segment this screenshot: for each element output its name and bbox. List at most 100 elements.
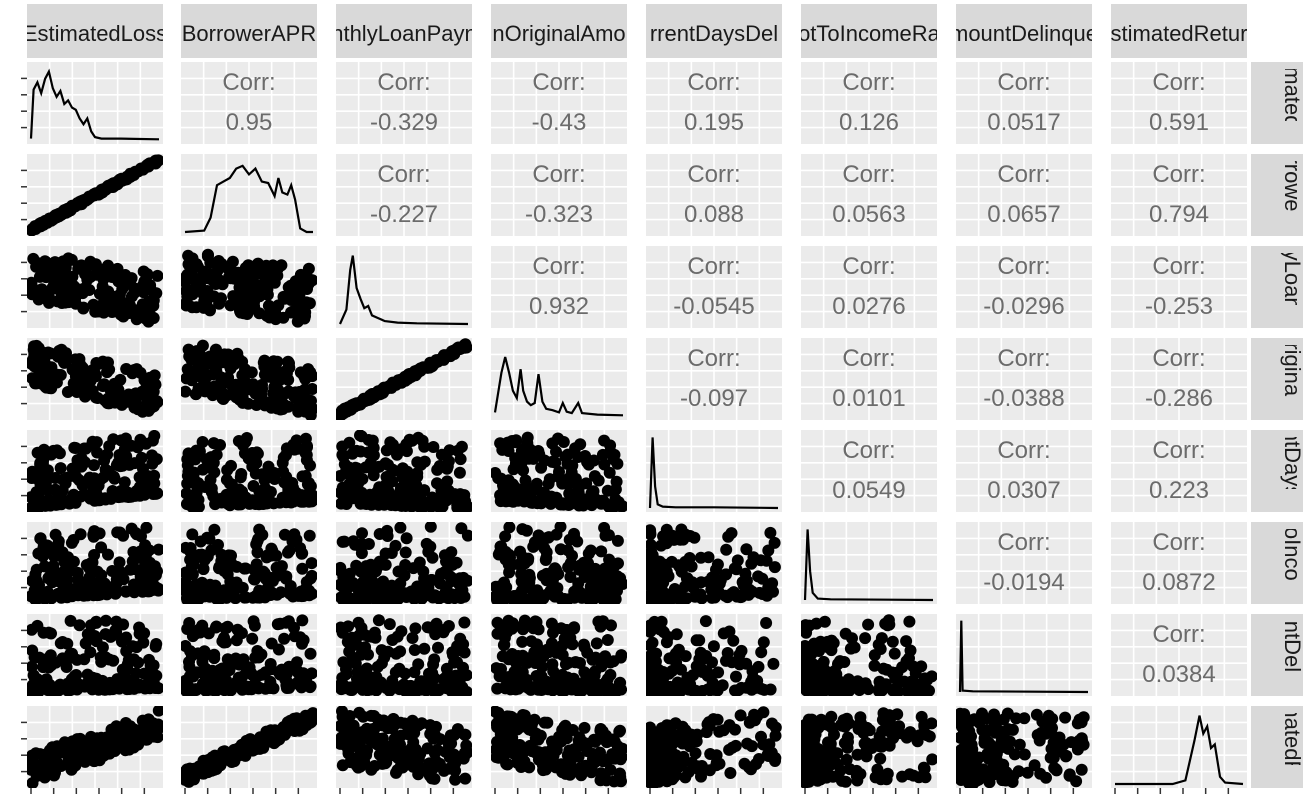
- scatter-point: [293, 724, 306, 737]
- scatter-point: [538, 750, 551, 763]
- scatter-point: [720, 568, 733, 581]
- scatter-point: [386, 438, 399, 451]
- scatter-point: [130, 363, 143, 376]
- scatter-point: [493, 718, 506, 731]
- panel-r6-c7: Corr:-0.0194: [956, 522, 1092, 604]
- panel-r5-c2: [181, 430, 317, 512]
- scatter-point: [73, 379, 86, 392]
- column-strip-label: rrentDaysDel: [650, 21, 778, 46]
- scatter-point: [827, 747, 840, 760]
- scatter-point: [694, 588, 707, 601]
- scatter-point: [108, 472, 121, 485]
- scatter-point: [530, 670, 543, 682]
- scatter-point: [917, 761, 930, 774]
- corr-label: Corr:: [842, 345, 895, 372]
- scatter-point: [92, 479, 105, 492]
- scatter-point: [250, 267, 263, 280]
- scatter-point: [273, 564, 286, 576]
- panel-r2-c3: Corr:-0.227: [336, 154, 472, 236]
- scatter-point: [517, 619, 530, 632]
- scatter-point: [264, 677, 277, 690]
- panel-r4-c7: Corr:-0.0388: [956, 338, 1092, 420]
- scatter-points: [646, 523, 781, 604]
- scatter-points: [336, 522, 472, 604]
- scatter-point: [717, 627, 730, 640]
- scatter-point: [424, 621, 437, 634]
- scatter-point: [354, 445, 367, 458]
- panel-r3-c1: [21, 246, 163, 328]
- scatter-point: [261, 283, 274, 296]
- scatter-point: [376, 757, 389, 770]
- scatter-point: [846, 632, 858, 645]
- scatter-point: [31, 673, 44, 686]
- scatter-point: [251, 447, 264, 460]
- scatter-point: [353, 758, 366, 771]
- scatter-point: [736, 576, 749, 589]
- scatter-point: [192, 593, 205, 604]
- scatter-point: [75, 259, 88, 272]
- scatter-point: [453, 466, 466, 479]
- scatter-point: [133, 621, 146, 634]
- scatter-point: [56, 652, 69, 665]
- panel-r2-c6: Corr:0.0563: [801, 154, 937, 236]
- scatter-point: [152, 706, 163, 717]
- scatter-point: [248, 300, 261, 313]
- scatter-point: [547, 626, 559, 639]
- scatter-point: [665, 555, 678, 568]
- scatter-point: [203, 590, 216, 603]
- scatter-point: [745, 683, 758, 696]
- scatter-point: [116, 283, 129, 295]
- scatter-point: [360, 662, 373, 675]
- scatter-point: [375, 582, 387, 595]
- scatter-point: [442, 620, 455, 632]
- scatter-point: [54, 369, 67, 381]
- scatter-point: [578, 571, 591, 583]
- scatter-point: [686, 576, 699, 589]
- scatter-point: [601, 634, 614, 646]
- scatter-point: [595, 545, 608, 558]
- scatter-point: [508, 681, 521, 693]
- scatter-point: [896, 770, 909, 783]
- scatter-point: [96, 679, 109, 692]
- scatter-point: [869, 771, 882, 784]
- scatter-point: [753, 586, 766, 599]
- scatter-point: [599, 529, 612, 542]
- scatter-point: [288, 621, 300, 634]
- scatter-point: [873, 740, 886, 753]
- scatter-point: [646, 545, 658, 558]
- scatter-point: [413, 485, 426, 498]
- scatter-point: [96, 380, 109, 392]
- scatter-point: [554, 522, 567, 533]
- row-strip-1: matedL: [1251, 62, 1305, 144]
- scatter-point: [710, 756, 723, 769]
- scatter-point: [458, 616, 471, 629]
- scatter-point: [251, 649, 264, 662]
- scatter-point: [99, 740, 112, 752]
- scatter-point: [284, 492, 297, 505]
- scatter-point: [444, 350, 457, 363]
- scatter-point: [63, 584, 76, 597]
- scatter-points: [27, 339, 163, 418]
- scatter-point: [336, 720, 347, 733]
- scatter-point: [614, 724, 626, 737]
- scatter-point: [336, 535, 349, 548]
- panel-r1-c8: Corr:0.591: [1111, 62, 1247, 144]
- scatter-point: [278, 632, 291, 645]
- scatter-point: [216, 278, 229, 291]
- scatter-point: [124, 170, 137, 183]
- scatter-point: [646, 526, 657, 539]
- scatter-point: [181, 623, 194, 635]
- scatter-point: [143, 653, 155, 666]
- scatter-point: [68, 670, 81, 683]
- scatter-points: [27, 430, 163, 512]
- corr-value: 0.0101: [832, 385, 905, 412]
- corr-label: Corr:: [1152, 161, 1205, 188]
- scatter-point: [195, 548, 208, 561]
- scatter-point: [190, 283, 203, 296]
- corr-value: -0.227: [370, 201, 438, 228]
- scatter-point: [451, 499, 464, 512]
- scatter-point: [700, 650, 713, 662]
- scatter-point: [113, 556, 126, 569]
- scatter-point: [426, 551, 439, 564]
- scatter-point: [210, 620, 223, 633]
